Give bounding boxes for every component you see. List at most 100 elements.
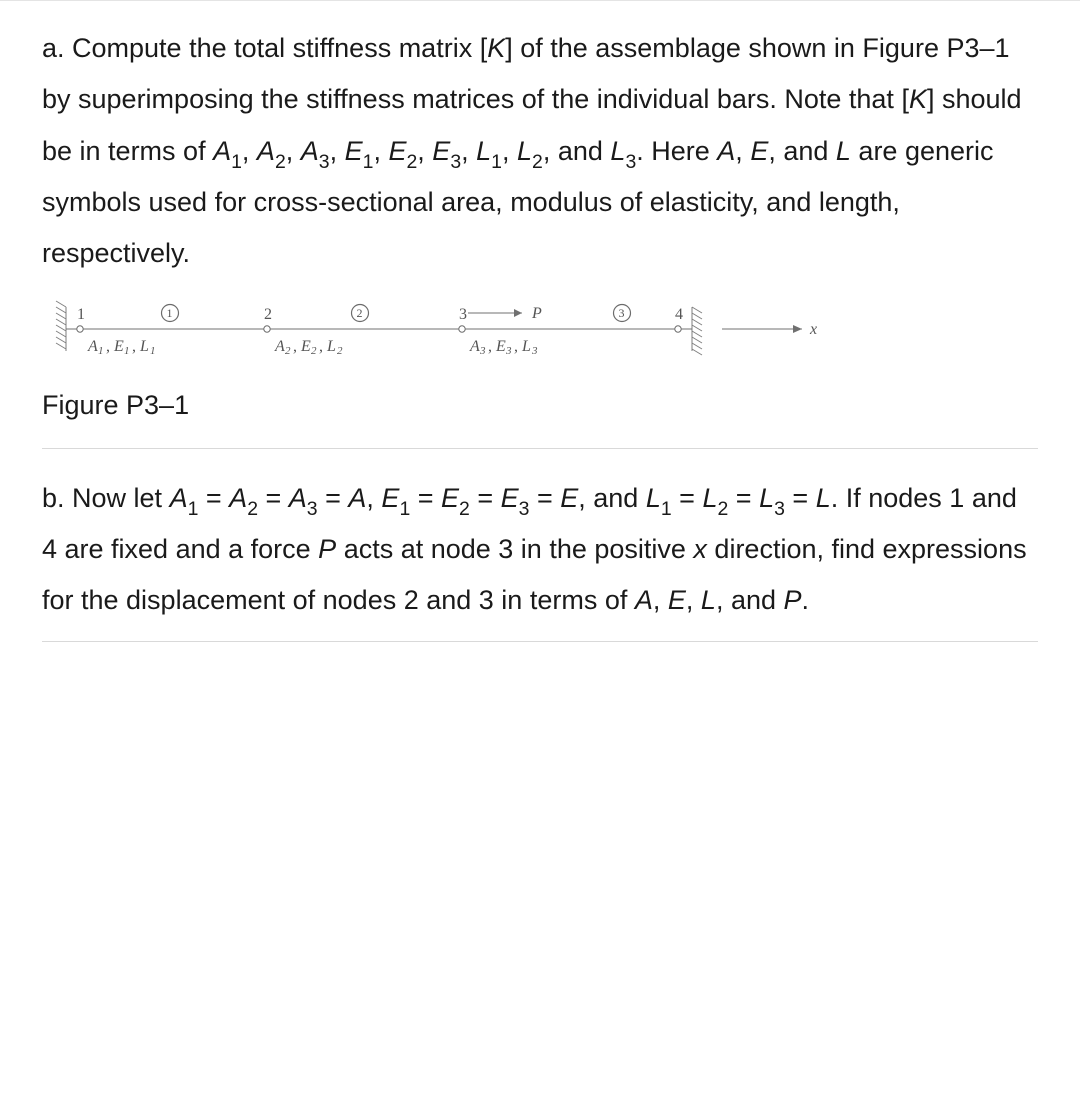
svg-text:A: A — [274, 338, 285, 355]
divider-bottom — [42, 641, 1038, 642]
italic-text: A — [717, 136, 735, 166]
svg-text:,: , — [293, 338, 297, 355]
italic-text: A — [229, 483, 247, 513]
italic-text: A — [348, 483, 366, 513]
italic-text: A — [257, 136, 275, 166]
divider — [42, 448, 1038, 449]
text: = — [672, 483, 703, 513]
svg-text:x: x — [809, 321, 817, 338]
text: acts at node 3 in the positive — [336, 534, 693, 564]
subscript: 3 — [450, 151, 461, 173]
subscript: 2 — [247, 498, 258, 520]
italic-text: L — [701, 585, 716, 615]
italic-text: L — [517, 136, 532, 166]
svg-text:3: 3 — [459, 306, 467, 323]
svg-text:,: , — [514, 338, 518, 355]
italic-text: E — [388, 136, 406, 166]
svg-text:3: 3 — [619, 306, 625, 320]
subscript: 3 — [307, 498, 318, 520]
svg-text:2: 2 — [285, 345, 291, 357]
subscript: 1 — [661, 498, 672, 520]
text: = — [470, 483, 501, 513]
svg-text:1: 1 — [167, 306, 173, 320]
text: = — [318, 483, 349, 513]
svg-text:P: P — [531, 305, 542, 322]
italic-text: x — [693, 534, 707, 564]
subscript: 1 — [491, 151, 502, 173]
italic-text: E — [668, 585, 686, 615]
svg-text:3: 3 — [531, 345, 538, 357]
italic-text: A — [635, 585, 653, 615]
figure-p3-1: x123P41A1,E1,L12A2,E2,L23A3,E3,L3 — [42, 289, 1038, 374]
italic-text: K — [909, 84, 927, 114]
svg-text:L: L — [139, 338, 149, 355]
italic-text: E — [441, 483, 459, 513]
text: , — [366, 483, 381, 513]
svg-text:,: , — [319, 338, 323, 355]
svg-text:1: 1 — [77, 306, 85, 323]
text: = — [410, 483, 441, 513]
text: . — [802, 585, 810, 615]
italic-text: P — [318, 534, 336, 564]
svg-text:2: 2 — [311, 345, 317, 357]
text: = — [529, 483, 560, 513]
figure-svg: x123P41A1,E1,L12A2,E2,L23A3,E3,L3 — [42, 289, 842, 374]
text: , and — [768, 136, 836, 166]
text: , — [330, 136, 345, 166]
italic-text: E — [501, 483, 519, 513]
svg-text:2: 2 — [357, 306, 363, 320]
svg-text:,: , — [106, 338, 110, 355]
svg-text:,: , — [132, 338, 136, 355]
subscript: 2 — [459, 498, 470, 520]
text: , — [242, 136, 257, 166]
text: , and — [543, 136, 611, 166]
svg-text:L: L — [326, 338, 336, 355]
subscript: 2 — [717, 498, 728, 520]
italic-text: P — [784, 585, 802, 615]
text: , and — [578, 483, 646, 513]
svg-text:,: , — [488, 338, 492, 355]
subscript: 1 — [231, 151, 242, 173]
italic-text: L — [836, 136, 851, 166]
part-a-paragraph: a. Compute the total stiffness matrix [ K… — [42, 23, 1038, 279]
text: , — [735, 136, 750, 166]
svg-text:1: 1 — [150, 345, 156, 357]
text: , — [502, 136, 517, 166]
text: = — [728, 483, 759, 513]
text: b. Now let — [42, 483, 170, 513]
svg-text:E: E — [495, 338, 506, 355]
text: , — [417, 136, 432, 166]
svg-text:1: 1 — [124, 345, 130, 357]
subscript: 1 — [399, 498, 410, 520]
italic-text: A — [289, 483, 307, 513]
italic-text: A — [213, 136, 231, 166]
svg-text:A: A — [469, 338, 480, 355]
subscript: 2 — [275, 151, 286, 173]
svg-text:1: 1 — [98, 345, 104, 357]
svg-text:4: 4 — [675, 306, 683, 323]
svg-text:2: 2 — [337, 345, 343, 357]
text: a. Compute the total stiffness matrix [ — [42, 33, 487, 63]
subscript: 3 — [625, 151, 636, 173]
svg-text:E: E — [300, 338, 311, 355]
italic-text: L — [476, 136, 491, 166]
svg-text:3: 3 — [479, 345, 486, 357]
italic-text: E — [381, 483, 399, 513]
text: , — [373, 136, 388, 166]
figure-caption: Figure P3–1 — [42, 380, 1038, 431]
svg-text:A: A — [87, 338, 98, 355]
italic-text: L — [702, 483, 717, 513]
text: = — [198, 483, 229, 513]
text: , — [686, 585, 701, 615]
problem-page: a. Compute the total stiffness matrix [ K… — [0, 0, 1080, 696]
subscript: 2 — [532, 151, 543, 173]
italic-text: L — [759, 483, 774, 513]
text: , — [286, 136, 301, 166]
text: , and — [716, 585, 784, 615]
part-b-paragraph: b. Now let A1 = A2 = A3 = A, E1 = E2 = E… — [42, 473, 1038, 627]
subscript: 3 — [519, 498, 530, 520]
svg-text:E: E — [113, 338, 124, 355]
italic-text: L — [646, 483, 661, 513]
svg-text:L: L — [521, 338, 531, 355]
subscript: 3 — [774, 498, 785, 520]
